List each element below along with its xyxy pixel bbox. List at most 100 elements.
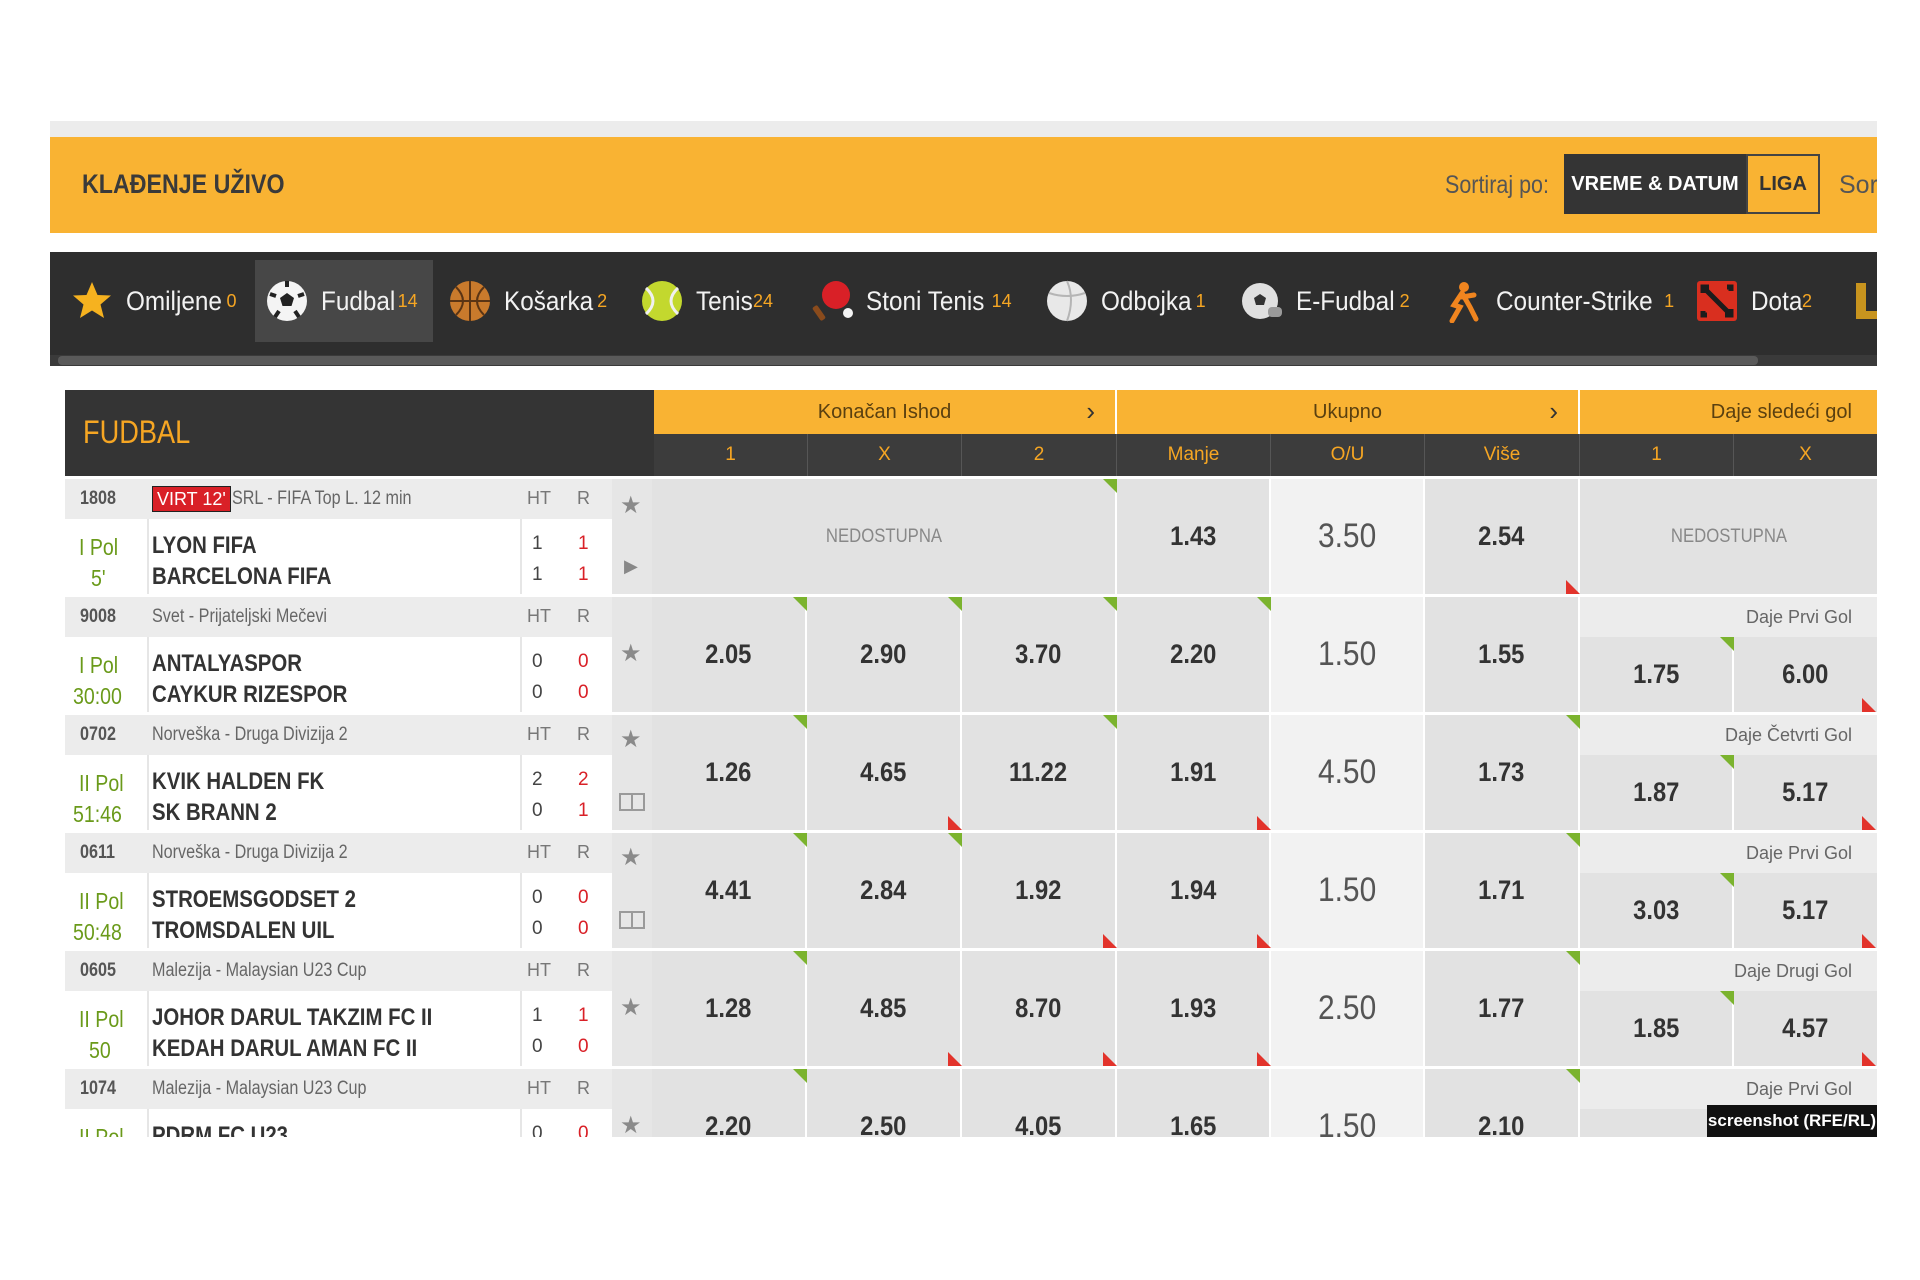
chevron-right-icon[interactable]: › bbox=[1549, 396, 1558, 426]
odds-under[interactable]: 1.94 bbox=[1117, 833, 1271, 948]
event-body[interactable]: I Pol 30:00 ANTALYASPOR CAYKUR RIZESPOR … bbox=[65, 637, 612, 712]
odds-2[interactable]: 8.70 bbox=[962, 951, 1117, 1066]
group-next-goal[interactable]: Daje sledeći gol bbox=[1580, 390, 1877, 434]
odds-value: 1.71 bbox=[1478, 875, 1525, 905]
next-goal-odds-x[interactable]: 5.17 bbox=[1734, 873, 1877, 948]
odds-value: 1.75 bbox=[1632, 659, 1680, 689]
odds-2[interactable]: 1.92 bbox=[962, 833, 1117, 948]
event-body[interactable]: I Pol 5' LYON FIFA BARCELONA FIFA 1 1 1 … bbox=[65, 519, 612, 594]
odds-over[interactable]: 1.71 bbox=[1425, 833, 1580, 948]
group-konacan-ishod[interactable]: Konačan Ishod › bbox=[654, 390, 1117, 434]
odds-under[interactable]: 1.65 bbox=[1117, 1069, 1271, 1137]
next-goal-odds-x[interactable]: 6.00 bbox=[1734, 637, 1877, 712]
sport-tab-stoni-tenis[interactable]: Stoni Tenis 14 bbox=[810, 260, 1020, 342]
odds-value: 4.85 bbox=[860, 993, 907, 1023]
odds-value: 1.94 bbox=[1169, 875, 1217, 905]
next-goal-odds-1[interactable]: 3.03 bbox=[1580, 873, 1734, 948]
next-goal-odds-1[interactable]: 1.87 bbox=[1580, 755, 1734, 830]
odds-over[interactable]: 2.54 bbox=[1425, 479, 1580, 594]
event-row: 0611 Norveška - Druga Divizija 2 HT R II… bbox=[65, 833, 1877, 951]
favorite-star-icon[interactable]: ★ bbox=[620, 1112, 642, 1137]
odds-1[interactable]: 1.28 bbox=[652, 951, 807, 1066]
next-goal-odds-x[interactable]: 4.57 bbox=[1734, 991, 1877, 1066]
odds-down-indicator bbox=[1862, 934, 1876, 948]
pitch-stats-icon[interactable] bbox=[619, 793, 645, 811]
sport-tab-kosarka[interactable]: Košarka 2 bbox=[448, 260, 613, 342]
sport-tab-tenis[interactable]: Tenis 24 bbox=[640, 260, 790, 342]
line-value: 1.50 bbox=[1317, 871, 1377, 909]
match-clock: 51:46 bbox=[73, 801, 122, 827]
odds-2[interactable]: 11.22 bbox=[962, 715, 1117, 830]
sort-more-label[interactable]: Sort bbox=[1839, 171, 1877, 199]
odds-value: 2.50 bbox=[860, 1111, 907, 1137]
event-body[interactable]: II Pol PDRM FC U23 0 0 bbox=[65, 1109, 612, 1137]
sport-tab-e-fudbal[interactable]: E-Fudbal 2 bbox=[1240, 260, 1425, 342]
next-goal-odds-x[interactable]: 5.17 bbox=[1734, 755, 1877, 830]
sport-tab-favorites[interactable]: Omiljene 0 bbox=[68, 260, 250, 342]
favorite-star-icon[interactable]: ★ bbox=[620, 994, 642, 1021]
odds-2[interactable]: 4.05 bbox=[962, 1069, 1117, 1137]
ht-score-away: 0 bbox=[532, 918, 543, 939]
odds-under[interactable]: 1.91 bbox=[1117, 715, 1271, 830]
divider bbox=[520, 637, 522, 712]
sort-time-date-button[interactable]: VREME & DATUM bbox=[1564, 154, 1746, 214]
divider bbox=[147, 1109, 149, 1137]
odds-2[interactable]: 3.70 bbox=[962, 597, 1117, 712]
col-header-line: O/U bbox=[1271, 434, 1425, 476]
odds-over[interactable]: 1.77 bbox=[1425, 951, 1580, 1066]
group-ukupno[interactable]: Ukupno › bbox=[1117, 390, 1580, 434]
pitch-stats-icon[interactable] bbox=[619, 911, 645, 929]
odds-over[interactable]: 2.10 bbox=[1425, 1069, 1580, 1137]
event-body[interactable]: II Pol 50 JOHOR DARUL TAKZIM FC II KEDAH… bbox=[65, 991, 612, 1066]
next-goal-odds-1[interactable]: 1.85 bbox=[1580, 991, 1734, 1066]
sort-league-button[interactable]: LIGA bbox=[1746, 154, 1820, 214]
odds-1[interactable]: 1.26 bbox=[652, 715, 807, 830]
next-goal-label-text: Daje Prvi Gol bbox=[1745, 1078, 1852, 1099]
sports-scrollbar-thumb[interactable] bbox=[58, 356, 1758, 365]
home-team: KVIK HALDEN FK bbox=[152, 768, 325, 795]
next-goal-label: Daje Prvi Gol bbox=[1580, 833, 1877, 873]
odds-1[interactable]: 4.41 bbox=[652, 833, 807, 948]
event-body[interactable]: II Pol 50:48 STROEMSGODSET 2 TROMSDALEN … bbox=[65, 873, 612, 948]
home-team: ANTALYASPOR bbox=[152, 650, 303, 677]
odds-value: 3.03 bbox=[1632, 895, 1680, 925]
odds-under[interactable]: 1.43 bbox=[1117, 479, 1271, 594]
ht-score-home: 1 bbox=[532, 1005, 543, 1026]
odds-x[interactable]: 4.85 bbox=[807, 951, 962, 1066]
league-name: Malezija - Malaysian U23 Cup bbox=[152, 960, 367, 981]
event-code: 0611 bbox=[80, 842, 116, 863]
favorite-star-icon[interactable]: ★ bbox=[620, 492, 642, 519]
sport-tab-partial[interactable] bbox=[1850, 260, 1877, 342]
odds-under[interactable]: 2.20 bbox=[1117, 597, 1271, 712]
odds-x[interactable]: 2.50 bbox=[807, 1069, 962, 1137]
sport-tab-dota[interactable]: Dota 2 bbox=[1695, 260, 1830, 342]
chevron-right-icon[interactable]: › bbox=[1086, 396, 1095, 426]
event-body[interactable]: II Pol 51:46 KVIK HALDEN FK SK BRANN 2 2… bbox=[65, 755, 612, 830]
event-actions: ★ bbox=[612, 597, 652, 712]
favorite-star-icon[interactable]: ★ bbox=[620, 726, 642, 753]
odds-down-indicator bbox=[1862, 698, 1876, 712]
play-arrow-icon[interactable]: ▶ bbox=[624, 556, 638, 576]
counter-strike-icon bbox=[1449, 282, 1479, 323]
odds-1[interactable]: 2.05 bbox=[652, 597, 807, 712]
favorite-star-icon[interactable]: ★ bbox=[620, 844, 642, 871]
sport-tab-fudbal[interactable]: Fudbal 14 bbox=[255, 260, 433, 342]
odds-x[interactable]: 2.84 bbox=[807, 833, 962, 948]
event-header: 0702 Norveška - Druga Divizija 2 HT R bbox=[65, 715, 612, 755]
event-code: 0605 bbox=[80, 960, 116, 981]
odds-x[interactable]: 2.90 bbox=[807, 597, 962, 712]
odds-value: 2.54 bbox=[1478, 521, 1525, 551]
odds-value: 4.65 bbox=[860, 757, 907, 787]
odds-1[interactable]: 2.20 bbox=[652, 1069, 807, 1137]
odds-over[interactable]: 1.55 bbox=[1425, 597, 1580, 712]
sport-tab-counter-strike[interactable]: Counter-Strike 1 bbox=[1440, 260, 1685, 342]
sport-tab-odbojka[interactable]: Odbojka 1 bbox=[1045, 260, 1215, 342]
favorite-star-icon[interactable]: ★ bbox=[620, 640, 642, 667]
odds-over[interactable]: 1.73 bbox=[1425, 715, 1580, 830]
odds-under[interactable]: 1.93 bbox=[1117, 951, 1271, 1066]
odds-x[interactable]: 4.65 bbox=[807, 715, 962, 830]
next-goal-odds-1[interactable]: 1.75 bbox=[1580, 637, 1734, 712]
table-tennis-icon bbox=[812, 281, 853, 321]
odds-value: 2.05 bbox=[705, 639, 752, 669]
next-goal-label: Daje Prvi Gol bbox=[1580, 597, 1877, 637]
